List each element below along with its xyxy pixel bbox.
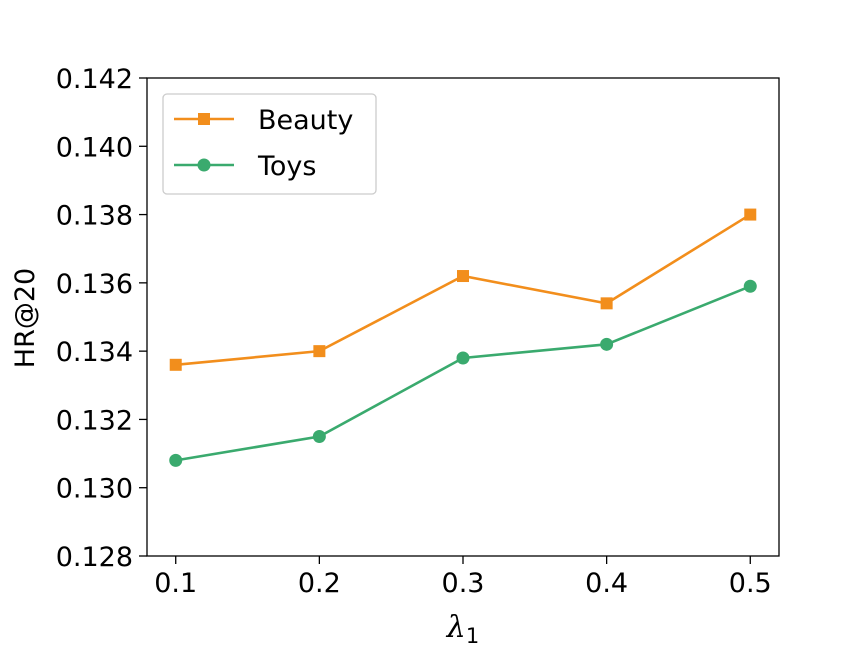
- x-tick-label: 0.1: [154, 568, 197, 599]
- data-point-toys: [600, 337, 614, 351]
- x-axis-label-symbol: λ: [446, 610, 466, 645]
- y-axis-label: HR@20: [10, 268, 41, 368]
- legend-swatch-marker: [197, 158, 211, 172]
- x-axis: 0.1 0.2 0.3 0.4 0.5: [154, 556, 772, 599]
- series-line-toys: [175, 285, 751, 462]
- data-point-beauty: [744, 208, 757, 221]
- data-point-toys: [312, 430, 326, 443]
- x-tick-label: 0.5: [729, 568, 772, 599]
- series-line-beauty: [175, 213, 751, 367]
- data-point-toys: [456, 351, 470, 365]
- series-beauty: [169, 208, 757, 371]
- y-tick-label: 0.136: [56, 269, 133, 300]
- y-tick-label: 0.132: [56, 405, 133, 436]
- y-tick-label: 0.138: [56, 201, 133, 232]
- data-point-beauty: [457, 270, 469, 283]
- y-axis: 0.128 0.130 0.132 0.134 0.136 0.138 0.140 0.142: [56, 64, 147, 573]
- legend-entry-toys: Toys: [174, 151, 316, 182]
- data-point-beauty: [600, 297, 613, 310]
- legend-label-beauty: Beauty: [258, 105, 353, 136]
- data-point-beauty: [313, 345, 326, 358]
- data-point-toys: [169, 453, 183, 467]
- x-tick-label: 0.4: [585, 568, 628, 599]
- y-tick-label: 0.140: [56, 132, 133, 163]
- series-toys: [169, 279, 757, 467]
- y-tick-label: 0.134: [56, 337, 133, 368]
- x-tick-label: 0.3: [442, 568, 485, 599]
- y-tick-label: 0.128: [56, 542, 133, 573]
- legend-swatch-marker: [198, 113, 210, 125]
- data-point-toys: [743, 279, 757, 293]
- x-tick-label: 0.2: [298, 568, 341, 599]
- x-axis-label-subscript: 1: [466, 624, 479, 648]
- legend-entry-beauty: Beauty: [174, 105, 353, 136]
- x-axis-label: λ1: [446, 610, 479, 648]
- y-tick-label: 0.142: [56, 64, 133, 95]
- data-point-beauty: [169, 358, 182, 371]
- legend: Beauty Toys: [162, 93, 377, 195]
- legend-label-toys: Toys: [257, 151, 316, 182]
- y-tick-label: 0.130: [56, 474, 133, 505]
